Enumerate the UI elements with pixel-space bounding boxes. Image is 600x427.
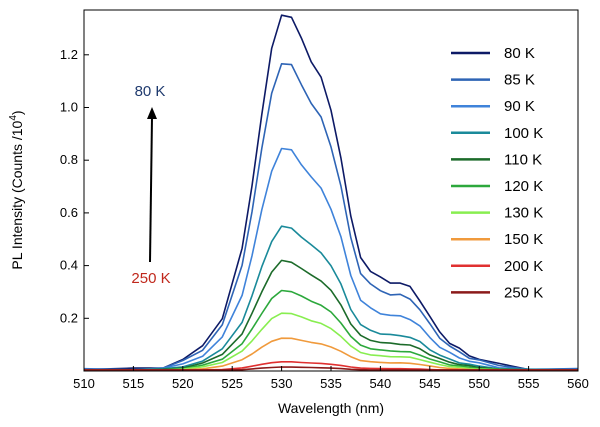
x-tick-label: 555 xyxy=(518,376,540,391)
y-tick-label: 0.4 xyxy=(60,258,78,273)
legend-label: 110 K xyxy=(504,151,542,168)
series-line-85k xyxy=(83,63,579,371)
series-line-130k xyxy=(84,312,578,371)
legend-label: 150 K xyxy=(504,231,543,248)
y-axis-title: PL Intensity (Counts /104) xyxy=(8,110,25,269)
x-tick-label: 510 xyxy=(73,376,95,391)
trend-arrow-head xyxy=(147,107,157,119)
legend-label: 250 K xyxy=(504,284,543,301)
legend-label: 200 K xyxy=(504,258,543,275)
trend-arrow-shaft xyxy=(149,116,153,263)
series-line-100k xyxy=(84,225,579,371)
y-axis: 0.2 0.4 0.6 0.8 1.0 1.2 xyxy=(60,47,89,325)
x-tick-label: 530 xyxy=(271,376,293,391)
x-tick-label: 550 xyxy=(468,376,490,391)
legend-label: 120 K xyxy=(504,178,543,195)
temperature-annotation: 80 K 250 K xyxy=(131,83,170,287)
legend-label: 90 K xyxy=(504,98,535,115)
series-line-150k xyxy=(84,337,578,371)
legend-label: 80 K xyxy=(504,45,535,62)
y-axis-title-close: ) xyxy=(9,110,25,115)
x-axis: 510 515 520 525 530 535 540 545 550 555 560 xyxy=(73,366,589,391)
y-tick-label: 0.2 xyxy=(60,310,78,325)
legend-label: 100 K xyxy=(504,125,543,142)
y-tick-label: 0.6 xyxy=(60,205,78,220)
x-tick-label: 540 xyxy=(370,376,392,391)
x-axis-title: Wavelength (nm) xyxy=(278,400,384,416)
y-tick-label: 1.0 xyxy=(60,99,78,114)
series-line-110k xyxy=(84,259,579,371)
y-axis-title-superscript: 4 xyxy=(8,115,19,121)
y-tick-label: 0.8 xyxy=(60,152,78,167)
annotation-bottom-label: 250 K xyxy=(131,270,170,287)
annotation-top-label: 80 K xyxy=(135,83,166,100)
legend-label: 85 K xyxy=(504,72,535,89)
y-tick-label: 1.2 xyxy=(60,47,78,62)
x-tick-label: 515 xyxy=(123,376,145,391)
y-axis-title-main: PL Intensity (Counts /10 xyxy=(9,120,25,269)
x-tick-label: 560 xyxy=(567,376,589,391)
series-line-90k xyxy=(83,147,579,371)
series-line-80k xyxy=(83,14,579,371)
x-tick-label: 535 xyxy=(320,376,342,391)
legend: 80 K 85 K 90 K 100 K 110 K 120 K 130 K 150 K 200… xyxy=(451,45,543,301)
legend-label: 130 K xyxy=(504,205,543,222)
series-line-120k xyxy=(84,289,578,371)
x-tick-label: 525 xyxy=(221,376,243,391)
x-tick-label: 545 xyxy=(419,376,441,391)
x-tick-label: 520 xyxy=(172,376,194,391)
